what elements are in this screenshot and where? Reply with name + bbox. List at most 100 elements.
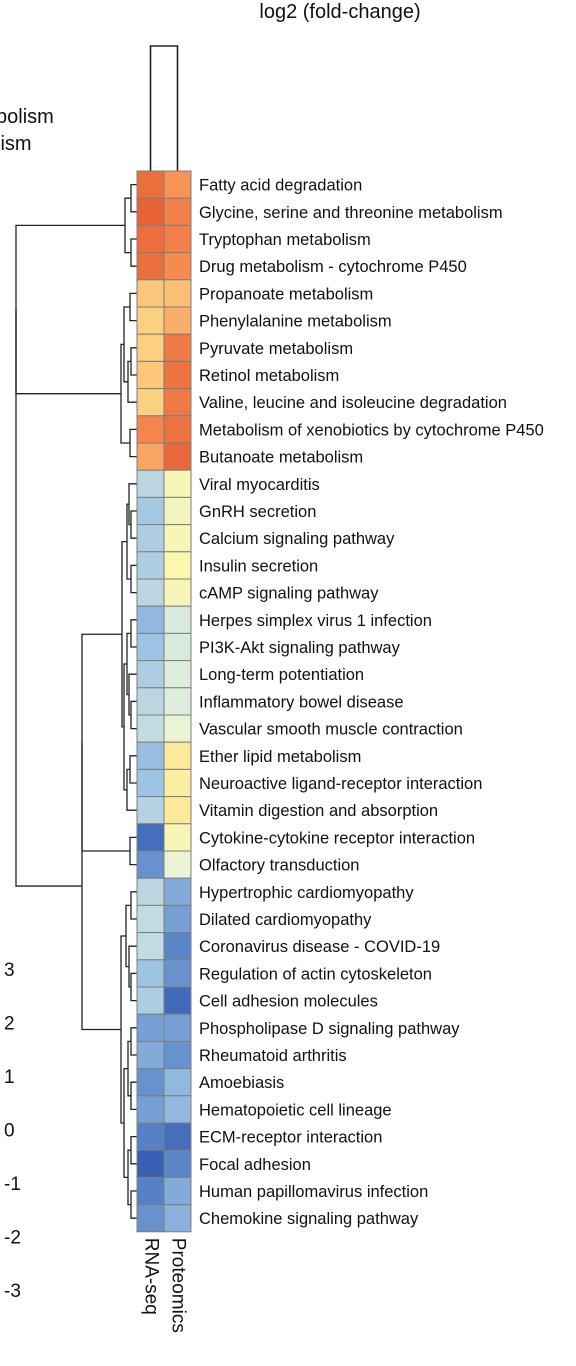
- heatmap-cell: [136, 415, 165, 444]
- row-label: Propanoate metabolism: [199, 285, 373, 303]
- row-dendrogram-branch: [130, 1135, 137, 1165]
- heatmap-cell: [163, 306, 192, 335]
- heatmap-cell: [136, 768, 165, 798]
- heatmap-cell: [163, 1176, 192, 1206]
- row-label: Regulation of actin cytoskeleton: [199, 965, 432, 983]
- heatmap-cell: [136, 442, 165, 471]
- row-label: GnRH secretion: [199, 503, 316, 521]
- row-label: Tryptophan metabolism: [199, 231, 371, 249]
- heatmap-cell: [136, 279, 165, 308]
- heatmap-cell: [136, 823, 165, 852]
- row-label: Long-term potentiation: [199, 666, 364, 684]
- row-label: Phenylalanine metabolism: [199, 313, 392, 331]
- color-scale-ticks: 3 2 1 0 -1 -2 -3: [4, 960, 21, 1302]
- heatmap-cell: [136, 1149, 165, 1178]
- heatmap-cell: [163, 714, 192, 743]
- row-label: Neuroactive ligand-receptor interaction: [199, 775, 482, 793]
- heatmap-cell: [136, 959, 165, 988]
- heatmap-cell: [136, 551, 165, 580]
- heatmap-cell: [136, 1204, 165, 1233]
- row-label: Pyruvate metabolism: [199, 340, 353, 358]
- heatmap-cell: [163, 1149, 192, 1178]
- heatmap-cell: [136, 850, 165, 879]
- heatmap-cell: [163, 850, 192, 879]
- row-label: Calcium signaling pathway: [199, 530, 395, 548]
- heatmap-cell: [136, 1068, 165, 1097]
- heatmap-cell: [136, 496, 165, 526]
- row-dendrogram-branch: [130, 891, 137, 920]
- row-label: Focal adhesion: [199, 1156, 311, 1174]
- heatmap-cell: [163, 823, 192, 852]
- row-dendrogram-branch: [130, 347, 137, 376]
- heatmap-cell: [163, 632, 192, 662]
- row-dendrogram-branch: [15, 309, 82, 887]
- heatmap-cell: [163, 1095, 192, 1124]
- row-label: Chemokine signaling pathway: [199, 1210, 419, 1228]
- heatmap-cell: [163, 1204, 192, 1233]
- heatmap-cell: [136, 1122, 165, 1151]
- heatmap-cell: [163, 932, 192, 961]
- heatmap-cell: [163, 469, 192, 498]
- heatmap-cell: [163, 578, 192, 607]
- heatmap-cell: [136, 578, 165, 607]
- row-label: Valine, leucine and isoleucine degradati…: [199, 394, 507, 412]
- row-label: cAMP signaling pathway: [199, 585, 379, 603]
- row-dendrogram-branch: [130, 619, 137, 648]
- row-label: Human papillomavirus infection: [199, 1183, 428, 1201]
- row-label: Cytokine-cytokine receptor interaction: [199, 829, 475, 847]
- heatmap-cell: [163, 170, 192, 199]
- row-dendrogram-branch: [130, 700, 137, 730]
- row-label: Amoebiasis: [199, 1074, 284, 1092]
- row-dendrogram-branch: [130, 1027, 137, 1056]
- color-scale-tick: -2: [4, 1228, 21, 1249]
- row-dendrogram-branch: [123, 306, 130, 383]
- heatmap-cell: [163, 415, 192, 444]
- column-label: Proteomics: [167, 1238, 188, 1333]
- row-dendrogram-branch: [15, 224, 125, 395]
- heatmap-cell: [163, 1122, 192, 1151]
- row-dendrogram-branch: [130, 564, 137, 594]
- row-label: Fatty acid degradation: [199, 177, 362, 195]
- heatmap-cell: [163, 1013, 192, 1042]
- heatmap-cell: [136, 632, 165, 662]
- color-scale-tick: 1: [4, 1067, 15, 1088]
- row-label: Inflammatory bowel disease: [199, 693, 404, 711]
- heatmap-cells: [136, 170, 192, 1233]
- heatmap-cell: [136, 333, 165, 362]
- heatmap-cell: [136, 388, 165, 417]
- heatmap-cell: [136, 306, 165, 335]
- row-label: Metabolism of xenobiotics by cytochrome …: [199, 421, 544, 439]
- heatmap-cell: [163, 279, 192, 308]
- color-scale-tick: -1: [4, 1174, 21, 1195]
- legend-fragment-1: bolism: [0, 106, 54, 128]
- heatmap-cell: [136, 986, 165, 1015]
- heatmap-cell: [136, 524, 165, 553]
- column-dendrogram: [149, 45, 179, 171]
- row-label: PI3K-Akt signaling pathway: [199, 639, 401, 657]
- row-dendrogram-branch: [126, 768, 137, 811]
- row-dendrogram-branch: [129, 836, 137, 866]
- heatmap-cell: [136, 1095, 165, 1124]
- row-label: Dilated cardiomyopathy: [199, 911, 372, 929]
- row-dendrogram-branch: [128, 945, 137, 988]
- row-label: Hematopoietic cell lineage: [199, 1101, 392, 1119]
- heatmap-cell: [163, 1040, 192, 1070]
- heatmap-cell: [136, 170, 165, 199]
- heatmap-cell: [136, 660, 165, 689]
- row-dendrogram-branch: [129, 755, 137, 784]
- heatmap-cell: [163, 551, 192, 580]
- row-label: ECM-receptor interaction: [199, 1129, 382, 1147]
- heatmap-cell: [163, 1068, 192, 1097]
- row-dendrogram-branch: [128, 673, 137, 716]
- heatmap-cell: [163, 496, 192, 526]
- row-dendrogram-branch: [124, 197, 131, 254]
- row-label: Butanoate metabolism: [199, 449, 363, 467]
- heatmap-cell: [136, 1040, 165, 1070]
- heatmap-cell: [136, 714, 165, 743]
- row-label: Rheumatoid arthritis: [199, 1047, 347, 1065]
- row-label: Vitamin digestion and absorption: [199, 802, 438, 820]
- heatmap-cell: [163, 959, 192, 988]
- heatmap-cell: [163, 687, 192, 716]
